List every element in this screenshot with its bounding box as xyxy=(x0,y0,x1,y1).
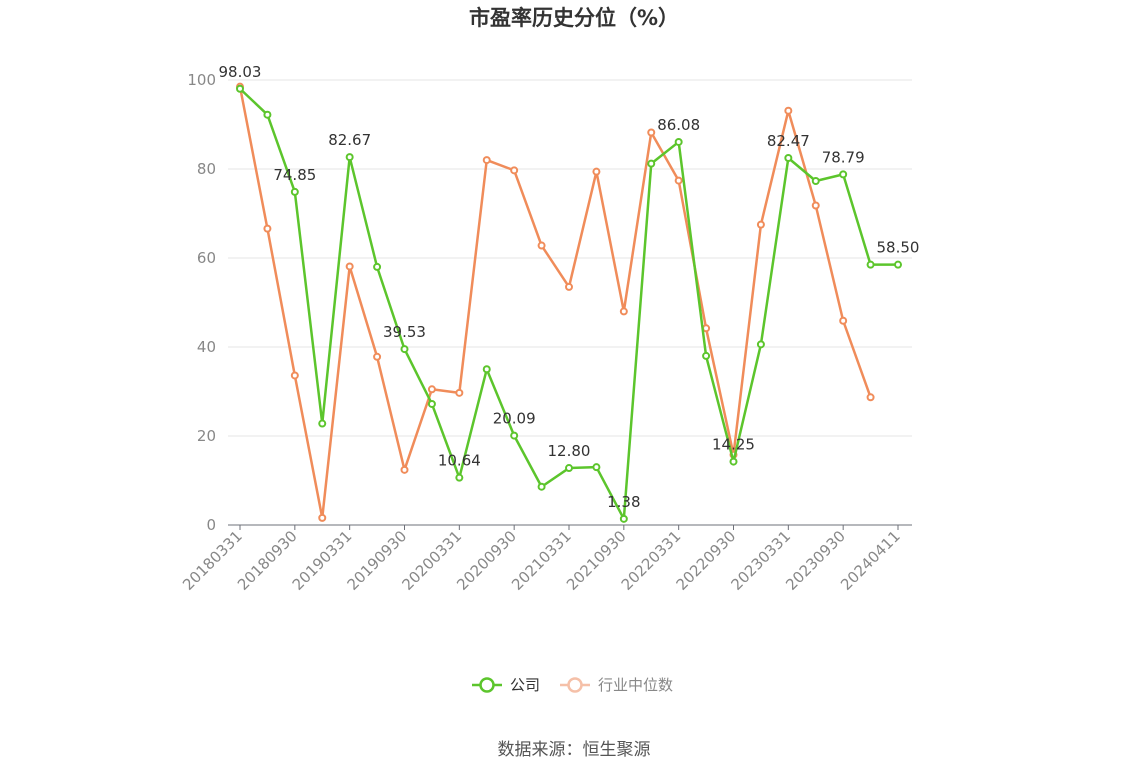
data-point[interactable] xyxy=(619,514,628,523)
data-point[interactable] xyxy=(894,260,902,269)
data-point[interactable] xyxy=(455,388,464,397)
data-label: 98.03 xyxy=(219,63,262,81)
data-point[interactable] xyxy=(674,137,683,146)
data-point[interactable] xyxy=(318,419,327,428)
data-point[interactable] xyxy=(866,260,875,269)
data-point[interactable] xyxy=(263,224,272,233)
data-point[interactable] xyxy=(236,84,244,93)
data-point[interactable] xyxy=(373,262,382,271)
data-point[interactable] xyxy=(592,167,601,176)
data-point[interactable] xyxy=(647,159,656,168)
data-point[interactable] xyxy=(674,176,683,185)
data-label: 74.85 xyxy=(273,166,316,184)
data-point[interactable] xyxy=(811,201,820,210)
y-tick-label: 40 xyxy=(197,338,216,356)
data-point[interactable] xyxy=(318,513,327,522)
series-layer xyxy=(236,82,902,523)
legend-label: 公司 xyxy=(510,676,540,694)
data-point[interactable] xyxy=(482,365,491,374)
legend-marker xyxy=(567,677,583,693)
x-tick-label: 20240411 xyxy=(837,527,904,594)
data-label: 20.09 xyxy=(493,410,536,428)
legend-marker xyxy=(479,677,495,693)
data-point[interactable] xyxy=(537,241,546,250)
data-label: 82.67 xyxy=(328,131,371,149)
data-point[interactable] xyxy=(427,399,436,408)
y-tick-label: 100 xyxy=(187,71,216,89)
y-tick-label: 0 xyxy=(206,516,216,534)
legend[interactable]: 公司 行业中位数 xyxy=(472,676,673,694)
data-point[interactable] xyxy=(345,262,354,271)
data-point[interactable] xyxy=(537,482,546,491)
data-point[interactable] xyxy=(756,340,765,349)
data-point[interactable] xyxy=(756,220,765,229)
legend-item-1[interactable]: 行业中位数 xyxy=(560,676,673,694)
data-point[interactable] xyxy=(866,393,875,402)
source-note: 数据来源：恒生聚源 xyxy=(498,740,651,760)
chart-title: 市盈率历史分位（%） xyxy=(469,6,679,30)
data-point[interactable] xyxy=(784,154,793,163)
data-point[interactable] xyxy=(482,156,491,165)
data-point[interactable] xyxy=(565,464,573,473)
y-tick-label: 20 xyxy=(197,427,216,445)
data-label: 1.38 xyxy=(607,493,640,511)
data-point[interactable] xyxy=(811,177,820,186)
data-point[interactable] xyxy=(455,473,464,482)
data-point[interactable] xyxy=(263,110,272,119)
data-point[interactable] xyxy=(427,385,436,394)
data-point[interactable] xyxy=(510,166,519,175)
data-labels: 98.03 74.85 82.67 39.53 10.64 20.09 12.80 1.38 8… xyxy=(219,63,920,511)
data-point[interactable] xyxy=(565,282,573,291)
data-label: 12.80 xyxy=(548,442,591,460)
y-tick-label: 80 xyxy=(197,160,216,178)
series-line-1 xyxy=(238,86,872,520)
data-label: 82.47 xyxy=(767,132,810,150)
data-point[interactable] xyxy=(345,153,354,162)
data-point[interactable] xyxy=(729,457,738,466)
data-point[interactable] xyxy=(592,463,601,472)
data-point[interactable] xyxy=(290,187,299,196)
data-point[interactable] xyxy=(400,345,409,354)
data-point[interactable] xyxy=(619,307,628,316)
data-point[interactable] xyxy=(839,170,848,179)
data-label: 10.64 xyxy=(438,452,481,470)
data-label: 58.50 xyxy=(877,239,920,257)
data-point[interactable] xyxy=(373,352,382,361)
data-label: 14.25 xyxy=(712,436,755,454)
data-label: 78.79 xyxy=(822,148,865,166)
legend-item-0[interactable]: 公司 xyxy=(472,676,540,694)
legend-label: 行业中位数 xyxy=(598,676,673,694)
data-label: 39.53 xyxy=(383,323,426,341)
y-tick-label: 60 xyxy=(197,249,216,267)
data-point[interactable] xyxy=(647,128,656,137)
data-point[interactable] xyxy=(290,371,299,380)
data-point[interactable] xyxy=(400,465,409,474)
data-point[interactable] xyxy=(510,431,519,440)
data-point[interactable] xyxy=(702,351,711,360)
data-point[interactable] xyxy=(839,316,848,325)
data-point[interactable] xyxy=(784,106,793,115)
data-label: 86.08 xyxy=(657,116,700,134)
